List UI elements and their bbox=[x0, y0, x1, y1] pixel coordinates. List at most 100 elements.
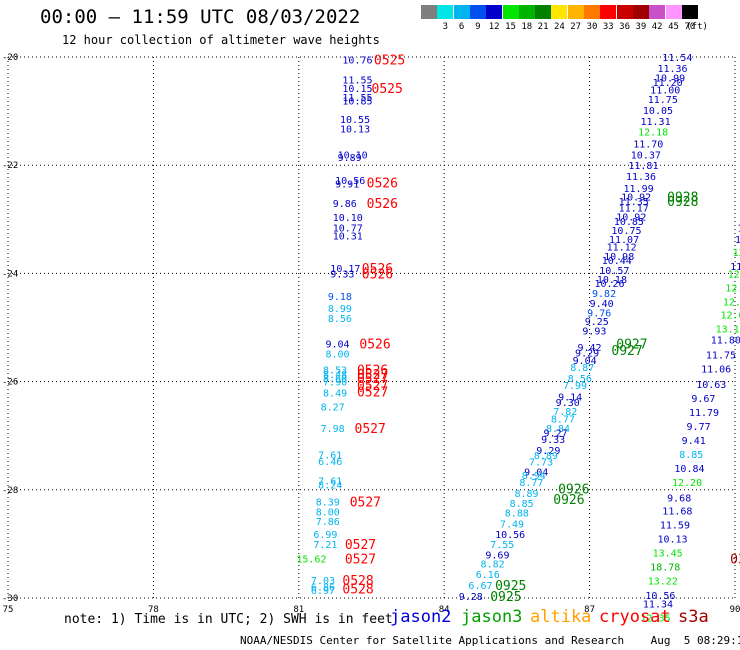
legend-label: 42 bbox=[651, 22, 663, 32]
wave-height-value: 9.29 bbox=[536, 446, 560, 457]
legend-swatch bbox=[469, 5, 486, 19]
wave-height-value: 8.99 bbox=[328, 304, 352, 315]
wave-height-value: 11.81 bbox=[628, 161, 658, 172]
wave-height-value: 11.70 bbox=[633, 140, 663, 151]
legend-swatch bbox=[665, 5, 682, 19]
wave-height-value: 8.77 bbox=[551, 414, 575, 425]
wave-height-value: 8.82 bbox=[481, 559, 505, 570]
wave-height-value: 11.00 bbox=[650, 85, 680, 96]
wave-height-value: 6.99 bbox=[313, 530, 337, 541]
pass-number-label: 0526 bbox=[362, 262, 393, 277]
wave-height-value: 8.56 bbox=[568, 374, 592, 385]
wave-height-value: 9.04 bbox=[524, 467, 548, 478]
wave-height-value: 8.48 bbox=[323, 370, 347, 381]
pass-number-label: 0527 bbox=[357, 385, 388, 400]
legend-label: 24 bbox=[553, 22, 565, 32]
wave-height-value: 10.13 bbox=[657, 534, 687, 545]
wave-height-value: 11.36 bbox=[626, 172, 656, 183]
wave-height-value: 8.89 bbox=[534, 451, 558, 462]
wave-height-value: 8.77 bbox=[519, 478, 543, 489]
legend-swatch bbox=[649, 5, 666, 19]
wave-height-value: 7.98 bbox=[321, 424, 345, 435]
wave-height-value: 10.31 bbox=[333, 232, 363, 243]
wave-height-value: 15.62 bbox=[296, 555, 326, 566]
legend-label: 27 bbox=[570, 22, 582, 32]
pass-number-label: 0348 bbox=[730, 553, 740, 568]
wave-height-value: 11.80 bbox=[711, 335, 740, 346]
legend-label: 70 bbox=[684, 22, 696, 32]
legend-label: 39 bbox=[635, 22, 647, 32]
wave-height-value: 11.20 bbox=[653, 78, 683, 89]
legend-label: 3 bbox=[442, 22, 448, 32]
wave-height-value: 9.18 bbox=[328, 292, 352, 303]
wave-height-value: 11.59 bbox=[660, 520, 690, 531]
wave-height-value: 13.45 bbox=[653, 549, 683, 560]
legend-swatch bbox=[453, 5, 470, 19]
pass-number-label: 0525 bbox=[372, 82, 403, 97]
wave-height-value: 9.28 bbox=[459, 592, 483, 603]
wave-height-value: 11.99 bbox=[624, 184, 654, 195]
wave-height-value: 11.54 bbox=[662, 53, 692, 64]
legend-label: 30 bbox=[586, 22, 598, 32]
wave-height-value: 11.68 bbox=[662, 506, 692, 517]
pass-number-label: 0926 bbox=[558, 483, 589, 498]
y-tick-label: -22 bbox=[2, 161, 18, 171]
chart-title: 00:00 – 11:59 UTC 08/03/2022 bbox=[40, 6, 361, 28]
wave-height-value: 9.40 bbox=[590, 299, 614, 310]
wave-height-value: 9.89 bbox=[338, 153, 362, 164]
pass-number-label: 0528 bbox=[342, 582, 373, 597]
x-tick-label: 90 bbox=[730, 605, 740, 615]
y-tick-label: -28 bbox=[2, 486, 18, 496]
wave-height-value: 10.18 bbox=[597, 275, 627, 286]
wave-height-value: 10.56 bbox=[495, 530, 525, 541]
pass-number-label: 0526 bbox=[367, 177, 398, 192]
wave-height-value: 10.84 bbox=[674, 464, 704, 475]
wave-height-value: 10.13 bbox=[340, 124, 370, 135]
wave-height-value: 11.55 bbox=[342, 93, 372, 104]
wave-height-value: 9.67 bbox=[691, 394, 715, 405]
satellite-name: s3a bbox=[678, 607, 709, 627]
wave-height-value: 8.84 bbox=[546, 424, 570, 435]
wave-height-value: 9.68 bbox=[667, 493, 691, 504]
wave-height-value: 8.89 bbox=[514, 489, 538, 500]
wave-height-value: 9.41 bbox=[682, 436, 706, 447]
wave-height-value: 9.86 bbox=[333, 199, 357, 210]
wave-height-value: 10.37 bbox=[631, 150, 661, 161]
pass-number-label: 0527 bbox=[345, 553, 376, 568]
wave-height-value: 7.55 bbox=[490, 540, 514, 551]
wave-height-value: 12.20 bbox=[672, 478, 702, 489]
wave-height-value: 11.36 bbox=[657, 64, 687, 75]
wave-height-value: 7.73 bbox=[529, 458, 553, 469]
wave-height-value: 11.07 bbox=[609, 235, 639, 246]
wave-height-value: 10.15 bbox=[342, 84, 372, 95]
wave-height-value: 10.55 bbox=[340, 115, 370, 126]
satellite-name: jason2 bbox=[390, 607, 452, 627]
legend-swatch bbox=[632, 5, 649, 19]
wave-height-value: 7.61 bbox=[318, 477, 342, 488]
wave-height-value: 10.76 bbox=[342, 56, 372, 67]
wave-height-value: 11.75 bbox=[648, 95, 678, 106]
wave-height-value: 7.49 bbox=[500, 519, 524, 530]
wave-height-value: 9.76 bbox=[587, 308, 611, 319]
legend-swatch bbox=[535, 5, 552, 19]
wave-height-value: 11.55 bbox=[342, 76, 372, 87]
wave-height-value: 11.17 bbox=[619, 203, 649, 214]
wave-height-value: 8.94 bbox=[522, 471, 546, 482]
wave-height-value: 6.97 bbox=[311, 586, 335, 597]
wave-height-value: 9.33 bbox=[541, 435, 565, 446]
wave-height-value: 8.39 bbox=[316, 498, 340, 509]
legend-label: 21 bbox=[537, 22, 549, 32]
pass-number-label: 0525 bbox=[374, 54, 405, 69]
legend-label: 36 bbox=[619, 22, 631, 32]
y-tick-label: -24 bbox=[2, 269, 18, 279]
legend-swatch bbox=[584, 5, 600, 19]
legend-label: 45 bbox=[668, 22, 679, 32]
legend-swatch bbox=[486, 5, 503, 19]
legend-label: 12 bbox=[488, 22, 500, 32]
wave-height-value: 7.90 bbox=[323, 378, 347, 389]
wave-height-value: 9.04 bbox=[325, 340, 349, 351]
pass-number-label: 0528 bbox=[342, 574, 373, 589]
wave-height-value: 11.31 bbox=[640, 117, 670, 128]
y-tick-label: -30 bbox=[2, 594, 18, 604]
